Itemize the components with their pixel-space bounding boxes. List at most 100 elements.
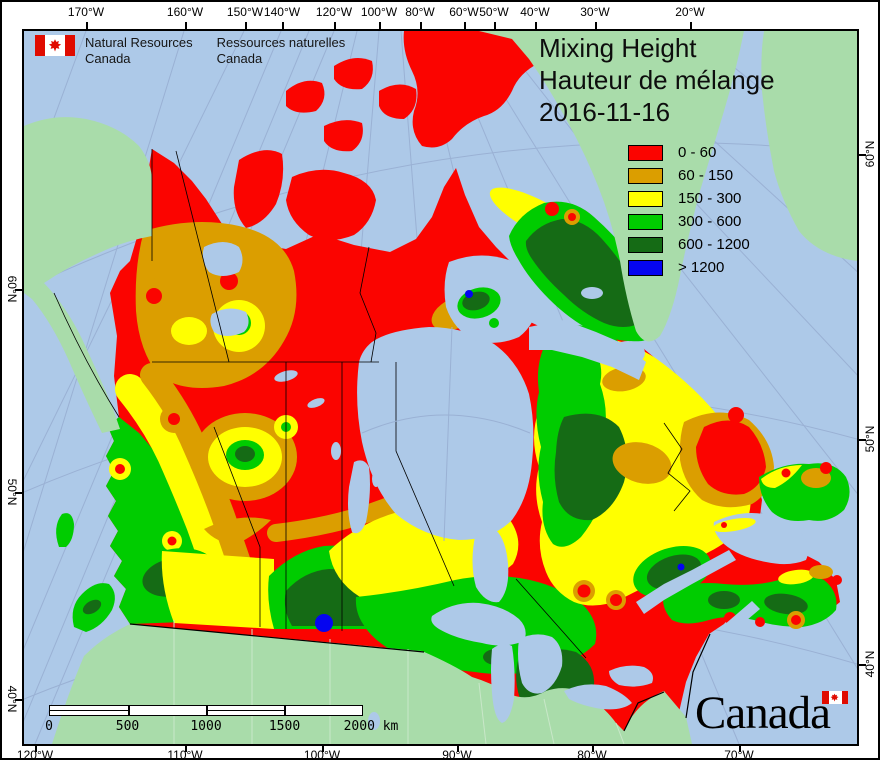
scale-bar-graphic [49, 705, 363, 716]
greenland-east [761, 31, 857, 261]
great-slave-lake [210, 308, 249, 336]
hudson-bay [357, 327, 534, 540]
legend-row: 60 - 150 [628, 164, 750, 187]
alaska-land [24, 117, 152, 290]
map-title: Mixing Height Hauteur de mélange 2016-11… [539, 32, 775, 128]
title-line2: Hauteur de mélange [539, 65, 775, 95]
legend-row: 600 - 1200 [628, 233, 750, 256]
lake-huron [518, 634, 563, 694]
lake-ontario [609, 665, 653, 687]
james-bay [472, 527, 509, 603]
axis-tick [739, 746, 741, 752]
scale-label-end: 2000 km [343, 719, 399, 734]
axis-label-top: 50°W [479, 5, 509, 19]
axis-tick [859, 154, 866, 156]
axis-label-top: 30°W [580, 5, 610, 19]
ungava-bay [611, 341, 645, 365]
axis-label-top: 20°W [675, 5, 705, 19]
axis-tick [185, 746, 187, 752]
title-line1: Mixing Height [539, 33, 697, 63]
axis-tick [535, 22, 537, 29]
legend-swatch [628, 144, 663, 161]
pei [778, 569, 814, 585]
axis-label-bottom: 110°W [167, 748, 203, 760]
axis-tick [592, 746, 594, 752]
axis-label-top: 120°W [315, 5, 353, 19]
legend-label: 0 - 60 [678, 144, 717, 161]
axis-label-top: 160°W [166, 5, 204, 19]
legend-swatch [628, 259, 663, 276]
axis-tick [15, 289, 22, 291]
lake-erie [564, 684, 632, 710]
title-date: 2016-11-16 [539, 97, 671, 127]
axis-label-top: 140°W [263, 5, 301, 19]
axis-tick [690, 22, 692, 29]
borders [53, 149, 711, 744]
wordmark-text: Canada [695, 687, 831, 739]
legend-label: 150 - 300 [678, 190, 742, 207]
axis-label-top: 150°W [226, 5, 264, 19]
legend-label: 600 - 1200 [678, 236, 750, 253]
axis-tick [245, 22, 247, 29]
legend: 0 - 60 60 - 150 150 - 300 300 - 600 600 - 12… [628, 141, 750, 279]
logo-en-line1: Natural Resources [85, 35, 193, 50]
nrcan-logo: Natural Resources Canada Ressources natu… [35, 35, 345, 67]
alaska-panhandle [24, 283, 120, 433]
scale-label: 1000 [190, 719, 222, 734]
haida-gwaii [56, 513, 74, 547]
axis-label-bottom: 80°W [577, 748, 607, 760]
anticosti-island [712, 517, 756, 533]
canada-us-border [129, 623, 711, 732]
axis-tick [15, 699, 22, 701]
axis-tick [457, 746, 459, 752]
axis-label-top: 80°W [405, 5, 435, 19]
axis-tick [595, 22, 597, 29]
axis-tick [379, 22, 381, 29]
greenland [479, 31, 744, 342]
logo-fr-line1: Ressources naturelles [216, 35, 346, 50]
great-bear-lake [202, 242, 243, 276]
lake-superior [431, 602, 526, 646]
map-canvas [24, 31, 857, 744]
canada-wordmark: Canada [695, 688, 865, 744]
islands-over-water [56, 287, 850, 632]
map-frame [22, 29, 859, 746]
axis-tick [35, 746, 37, 752]
us-state-lines [173, 620, 625, 744]
legend-swatch [628, 167, 663, 184]
legend-row: 150 - 300 [628, 187, 750, 210]
axis-tick [322, 746, 324, 752]
axis-tick [420, 22, 422, 29]
legend-row: 300 - 600 [628, 210, 750, 233]
axis-tick [334, 22, 336, 29]
st-lawrence-river [636, 550, 736, 614]
legend-row: > 1200 [628, 256, 750, 279]
scale-label: 500 [115, 719, 140, 734]
axis-label-top: 170°W [67, 5, 105, 19]
province-borders [53, 149, 691, 659]
axis-label-bottom: 90°W [442, 748, 472, 760]
axis-label-top: 100°W [360, 5, 398, 19]
legend-row: 0 - 60 [628, 141, 750, 164]
axis-tick [282, 22, 284, 29]
axis-tick [859, 664, 866, 666]
axis-label-bottom: 70°W [724, 748, 754, 760]
water-bodies [202, 242, 809, 730]
foreign-land [24, 31, 857, 744]
axis-label-top: 60°W [449, 5, 479, 19]
logo-text-fr: Ressources naturelles Canada [217, 35, 346, 67]
scale-bar: 0 500 1000 1500 2000 km [45, 705, 398, 734]
axis-tick [15, 492, 22, 494]
wordmark-flag-icon [822, 691, 848, 704]
scale-label: 1500 [268, 719, 301, 734]
bay-of-fundy [724, 601, 760, 631]
axis-tick [494, 22, 496, 29]
canada-flag-icon [35, 35, 75, 56]
legend-label: 300 - 600 [678, 213, 742, 230]
legend-label: > 1200 [678, 259, 725, 276]
legend-swatch [628, 213, 663, 230]
logo-fr-line2: Canada [216, 51, 263, 66]
axis-label-bottom: 100°W [303, 748, 341, 760]
logo-en-line2: Canada [85, 51, 131, 66]
